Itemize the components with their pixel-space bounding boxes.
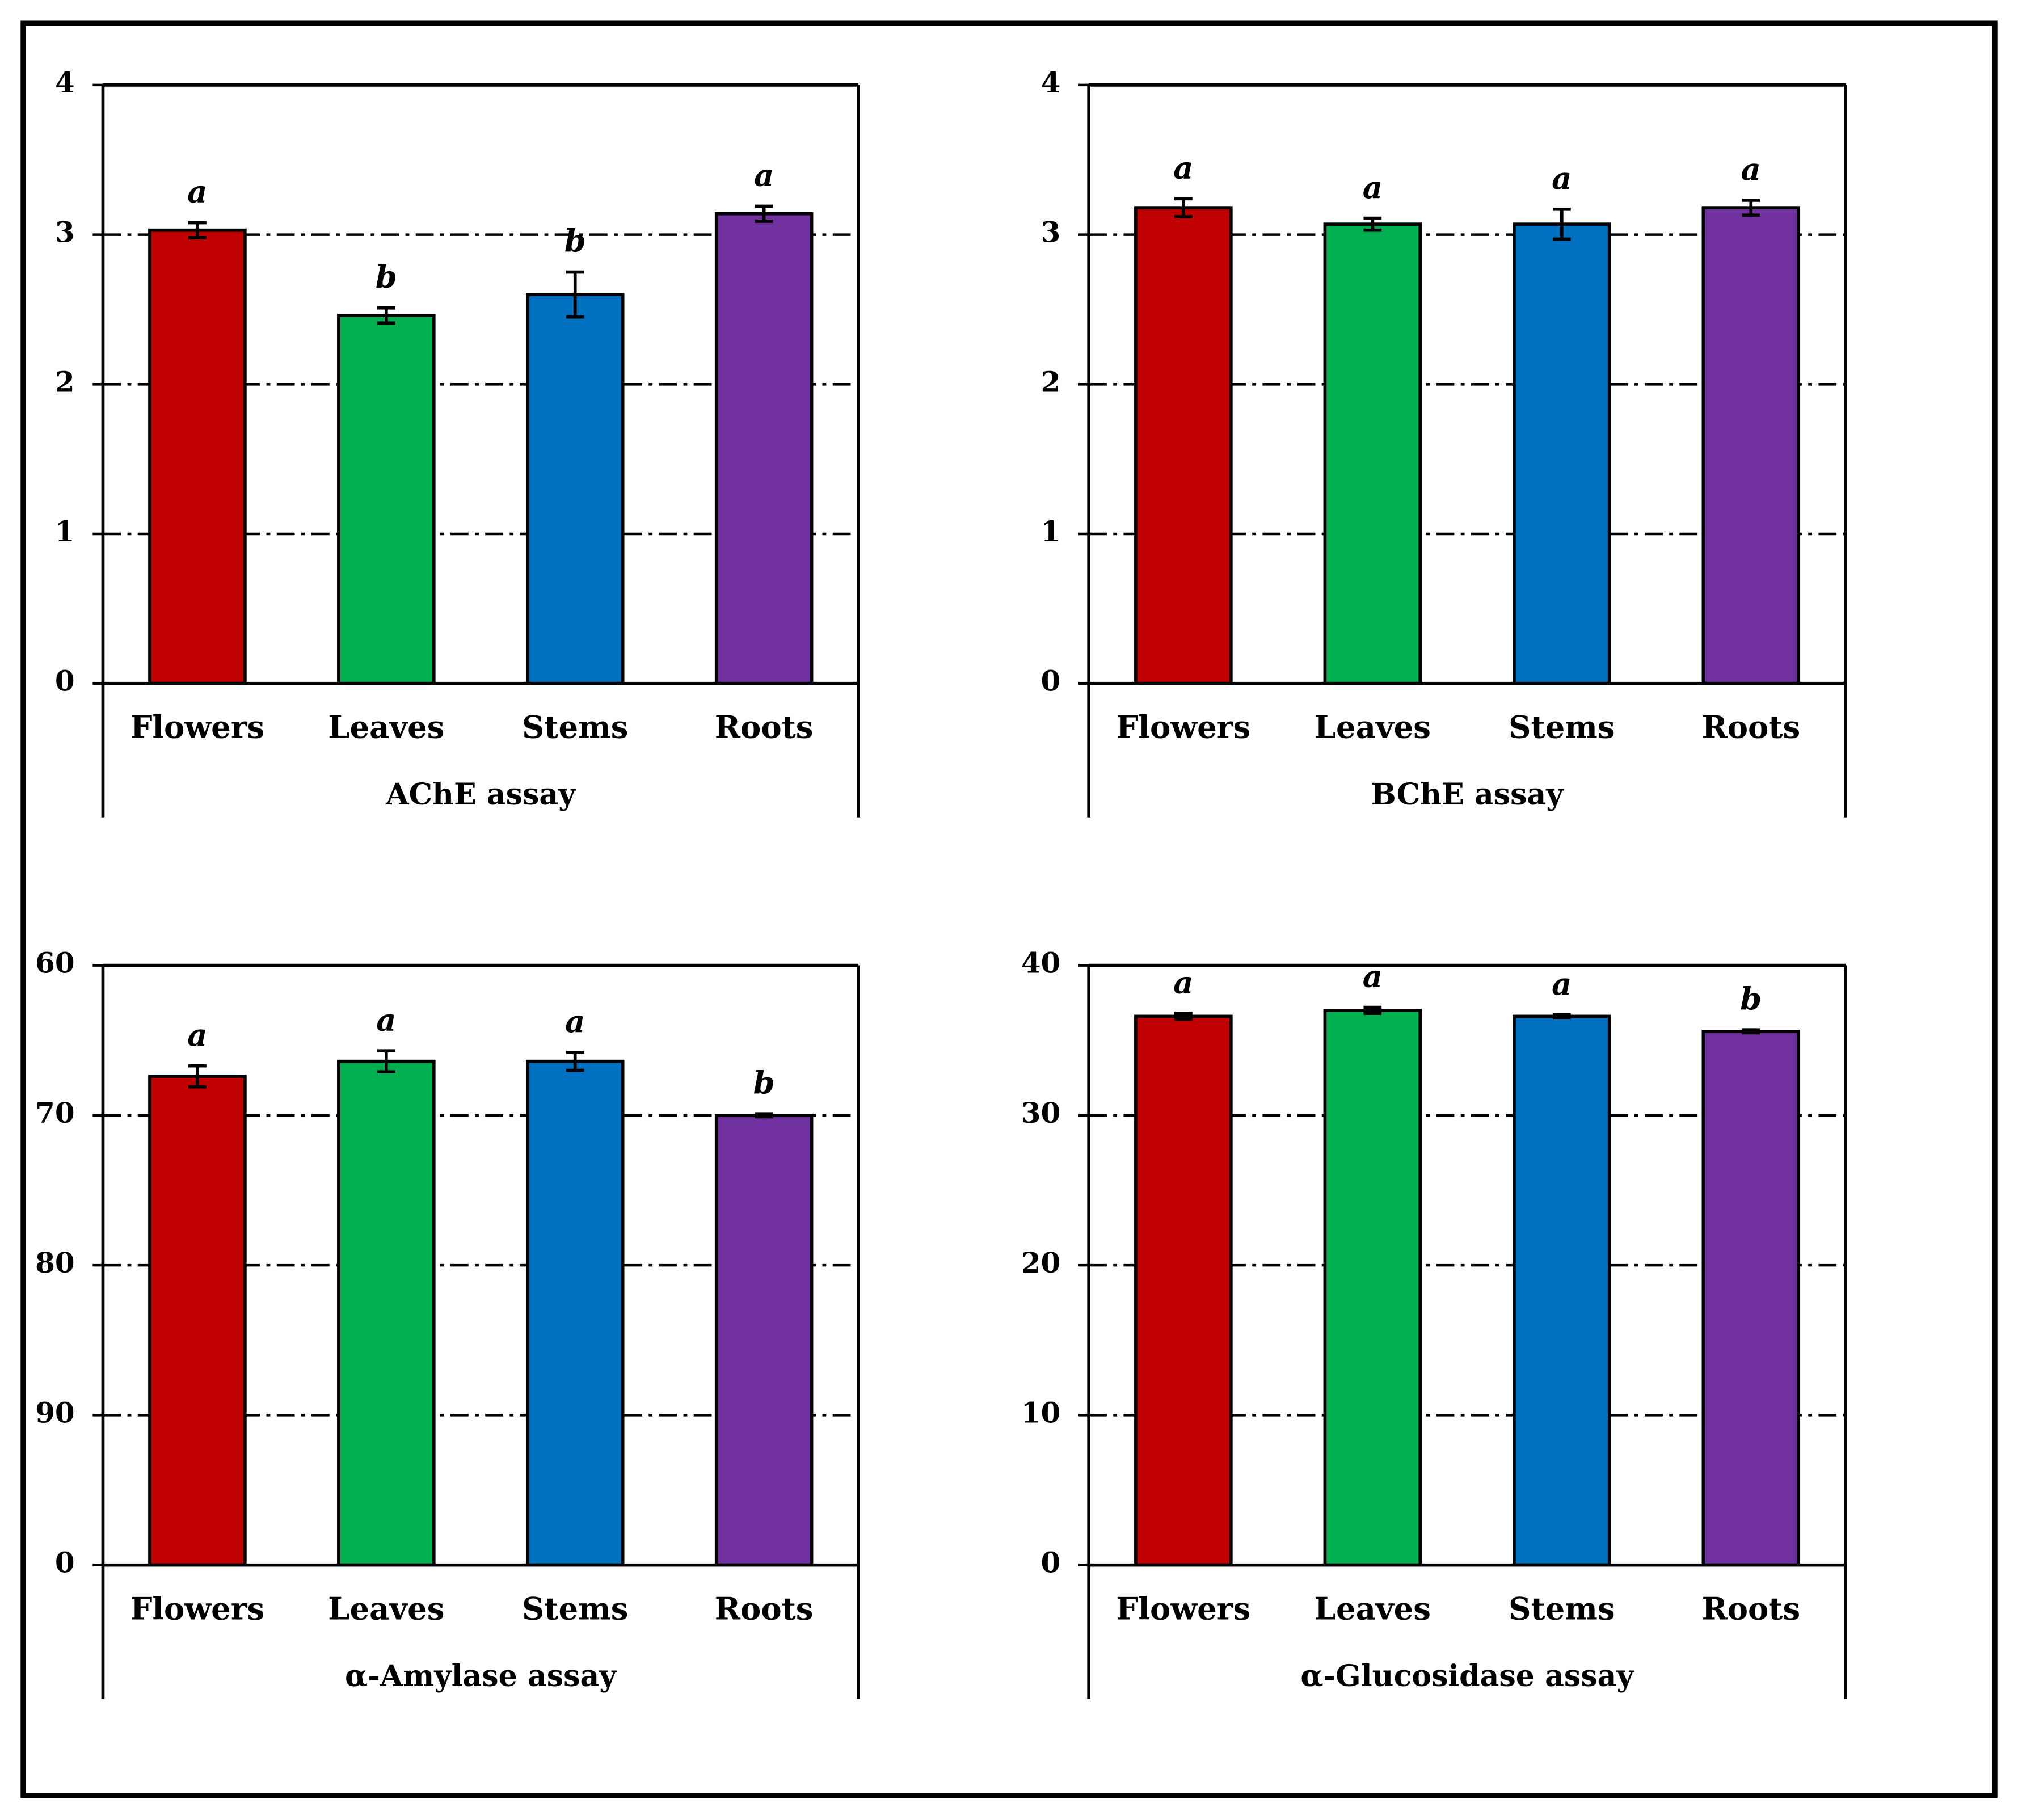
error-bar [1552, 1013, 1571, 1019]
significance-letter: a [187, 1017, 207, 1053]
error-bar [566, 270, 584, 319]
x-axis-label: α-Glucosidase assay [1300, 1659, 1634, 1693]
y-tick-label: 2 [55, 365, 75, 398]
significance-letter: b [376, 259, 397, 295]
bar [1323, 1008, 1422, 1567]
x-axis-label: BChE assay [1371, 777, 1565, 812]
error-bar [377, 1049, 395, 1074]
y-tick-label: 0 [1041, 664, 1061, 698]
significance-letter: a [1552, 160, 1572, 196]
x-tick-label: Leaves [328, 709, 444, 745]
bar [525, 1059, 625, 1567]
y-tick-label: 80 [35, 1246, 74, 1279]
error-bar [377, 306, 395, 325]
bar [337, 1059, 436, 1567]
x-axis-label: AChE assay [385, 777, 576, 812]
error-bar [755, 204, 773, 223]
y-tick-label: 0 [1041, 1546, 1061, 1579]
x-tick-label: Flowers [1117, 1590, 1250, 1627]
significance-letter: b [564, 223, 586, 259]
x-tick-label: Roots [1701, 709, 1800, 745]
significance-letter: a [1741, 151, 1761, 187]
x-tick-label: Stems [522, 709, 628, 745]
bar [1701, 206, 1801, 685]
y-tick-label: 30 [1021, 1096, 1060, 1130]
bar [525, 293, 625, 685]
error-bar [1742, 199, 1760, 217]
error-bar [755, 1112, 773, 1119]
error-bar [1363, 216, 1382, 232]
bar [1323, 222, 1422, 685]
significance-letter: a [187, 174, 207, 210]
significance-letter: b [753, 1064, 775, 1101]
y-tick-label: 0 [55, 1546, 75, 1579]
significance-letter: a [1173, 150, 1193, 186]
significance-letter: b [1740, 980, 1762, 1017]
y-tick-label: 60 [35, 946, 74, 980]
y-tick-label: 1 [1041, 515, 1061, 548]
y-tick-label: 4 [55, 66, 75, 99]
x-axis-label: α-Amylase assay [345, 1659, 617, 1693]
error-bar [188, 221, 207, 239]
error-bar [1174, 1012, 1193, 1021]
significance-letter: a [376, 1001, 396, 1038]
y-tick-label: 40 [1021, 946, 1060, 980]
error-bar [1552, 207, 1571, 241]
bar [1134, 206, 1233, 685]
y-tick-label: 70 [35, 1096, 74, 1130]
x-tick-label: Stems [1509, 1590, 1615, 1627]
y-tick-label: 20 [1021, 1246, 1060, 1279]
bar [337, 314, 436, 685]
bar [714, 1113, 814, 1567]
y-tick-label: 90 [35, 1396, 74, 1429]
y-tick-label: 3 [1041, 216, 1061, 249]
significance-letter: a [1363, 958, 1383, 995]
error-bar [1742, 1028, 1760, 1035]
bar [148, 228, 247, 685]
x-tick-label: Roots [715, 1590, 814, 1627]
significance-letter: a [754, 157, 774, 193]
y-tick-label: 4 [1041, 66, 1061, 99]
bar [714, 212, 814, 685]
error-bar [188, 1064, 207, 1089]
significance-letter: a [565, 1003, 585, 1039]
x-tick-label: Leaves [328, 1590, 444, 1627]
figure-border [20, 20, 1998, 1798]
x-tick-label: Roots [715, 709, 814, 745]
y-tick-label: 2 [1041, 365, 1061, 398]
y-tick-label: 0 [55, 664, 75, 698]
significance-letter: a [1363, 169, 1383, 205]
x-tick-label: Flowers [1117, 709, 1250, 745]
error-bar [1174, 197, 1193, 218]
x-tick-label: Flowers [130, 1590, 264, 1627]
significance-letter: a [1552, 966, 1572, 1002]
y-tick-label: 10 [1021, 1396, 1060, 1429]
x-tick-label: Roots [1701, 1590, 1800, 1627]
error-bar [1363, 1005, 1382, 1015]
bar [1513, 222, 1611, 685]
error-bar [566, 1050, 584, 1072]
bar [1134, 1014, 1233, 1567]
bar [1513, 1014, 1611, 1567]
y-tick-label: 1 [55, 515, 75, 548]
significance-letter: a [1173, 964, 1193, 1000]
bar [148, 1075, 247, 1567]
x-tick-label: Stems [522, 1590, 628, 1627]
bar [1701, 1029, 1801, 1567]
y-tick-label: 3 [55, 216, 75, 249]
x-tick-label: Leaves [1315, 1590, 1431, 1627]
x-tick-label: Flowers [130, 709, 264, 745]
x-tick-label: Leaves [1315, 709, 1431, 745]
x-tick-label: Stems [1509, 709, 1615, 745]
